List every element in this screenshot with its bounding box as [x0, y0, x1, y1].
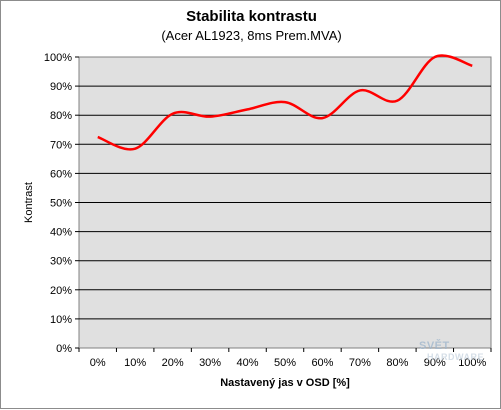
x-tick-label: 70% [349, 357, 371, 369]
y-tick-label: 90% [50, 81, 72, 93]
x-tick-label: 30% [199, 357, 221, 369]
x-tick-label: 50% [274, 357, 296, 369]
y-tick-label: 60% [50, 168, 72, 180]
watermark-line-1: SVĚT [419, 341, 484, 352]
y-tick-label: 30% [50, 256, 72, 268]
y-tick-label: 10% [50, 314, 72, 326]
x-tick-label: 20% [162, 357, 184, 369]
x-tick-label: 80% [386, 357, 408, 369]
y-tick-label: 20% [50, 285, 72, 297]
x-tick-label: 60% [311, 357, 333, 369]
x-axis-title: Nastavený jas v OSD [%] [220, 377, 350, 389]
x-tick-label: 40% [237, 357, 259, 369]
x-tick-label: 10% [124, 357, 146, 369]
y-axis-title: Kontrast [23, 182, 35, 223]
y-tick-label: 40% [50, 227, 72, 239]
y-tick-label: 80% [50, 110, 72, 122]
y-tick-label: 70% [50, 139, 72, 151]
y-tick-label: 100% [44, 52, 72, 64]
x-tick-label: 0% [90, 357, 106, 369]
watermark-logo: SVĚT HARDWARE [419, 341, 484, 363]
y-tick-label: 0% [56, 343, 72, 355]
y-tick-label: 50% [50, 198, 72, 210]
watermark-line-2: HARDWARE [427, 352, 484, 363]
